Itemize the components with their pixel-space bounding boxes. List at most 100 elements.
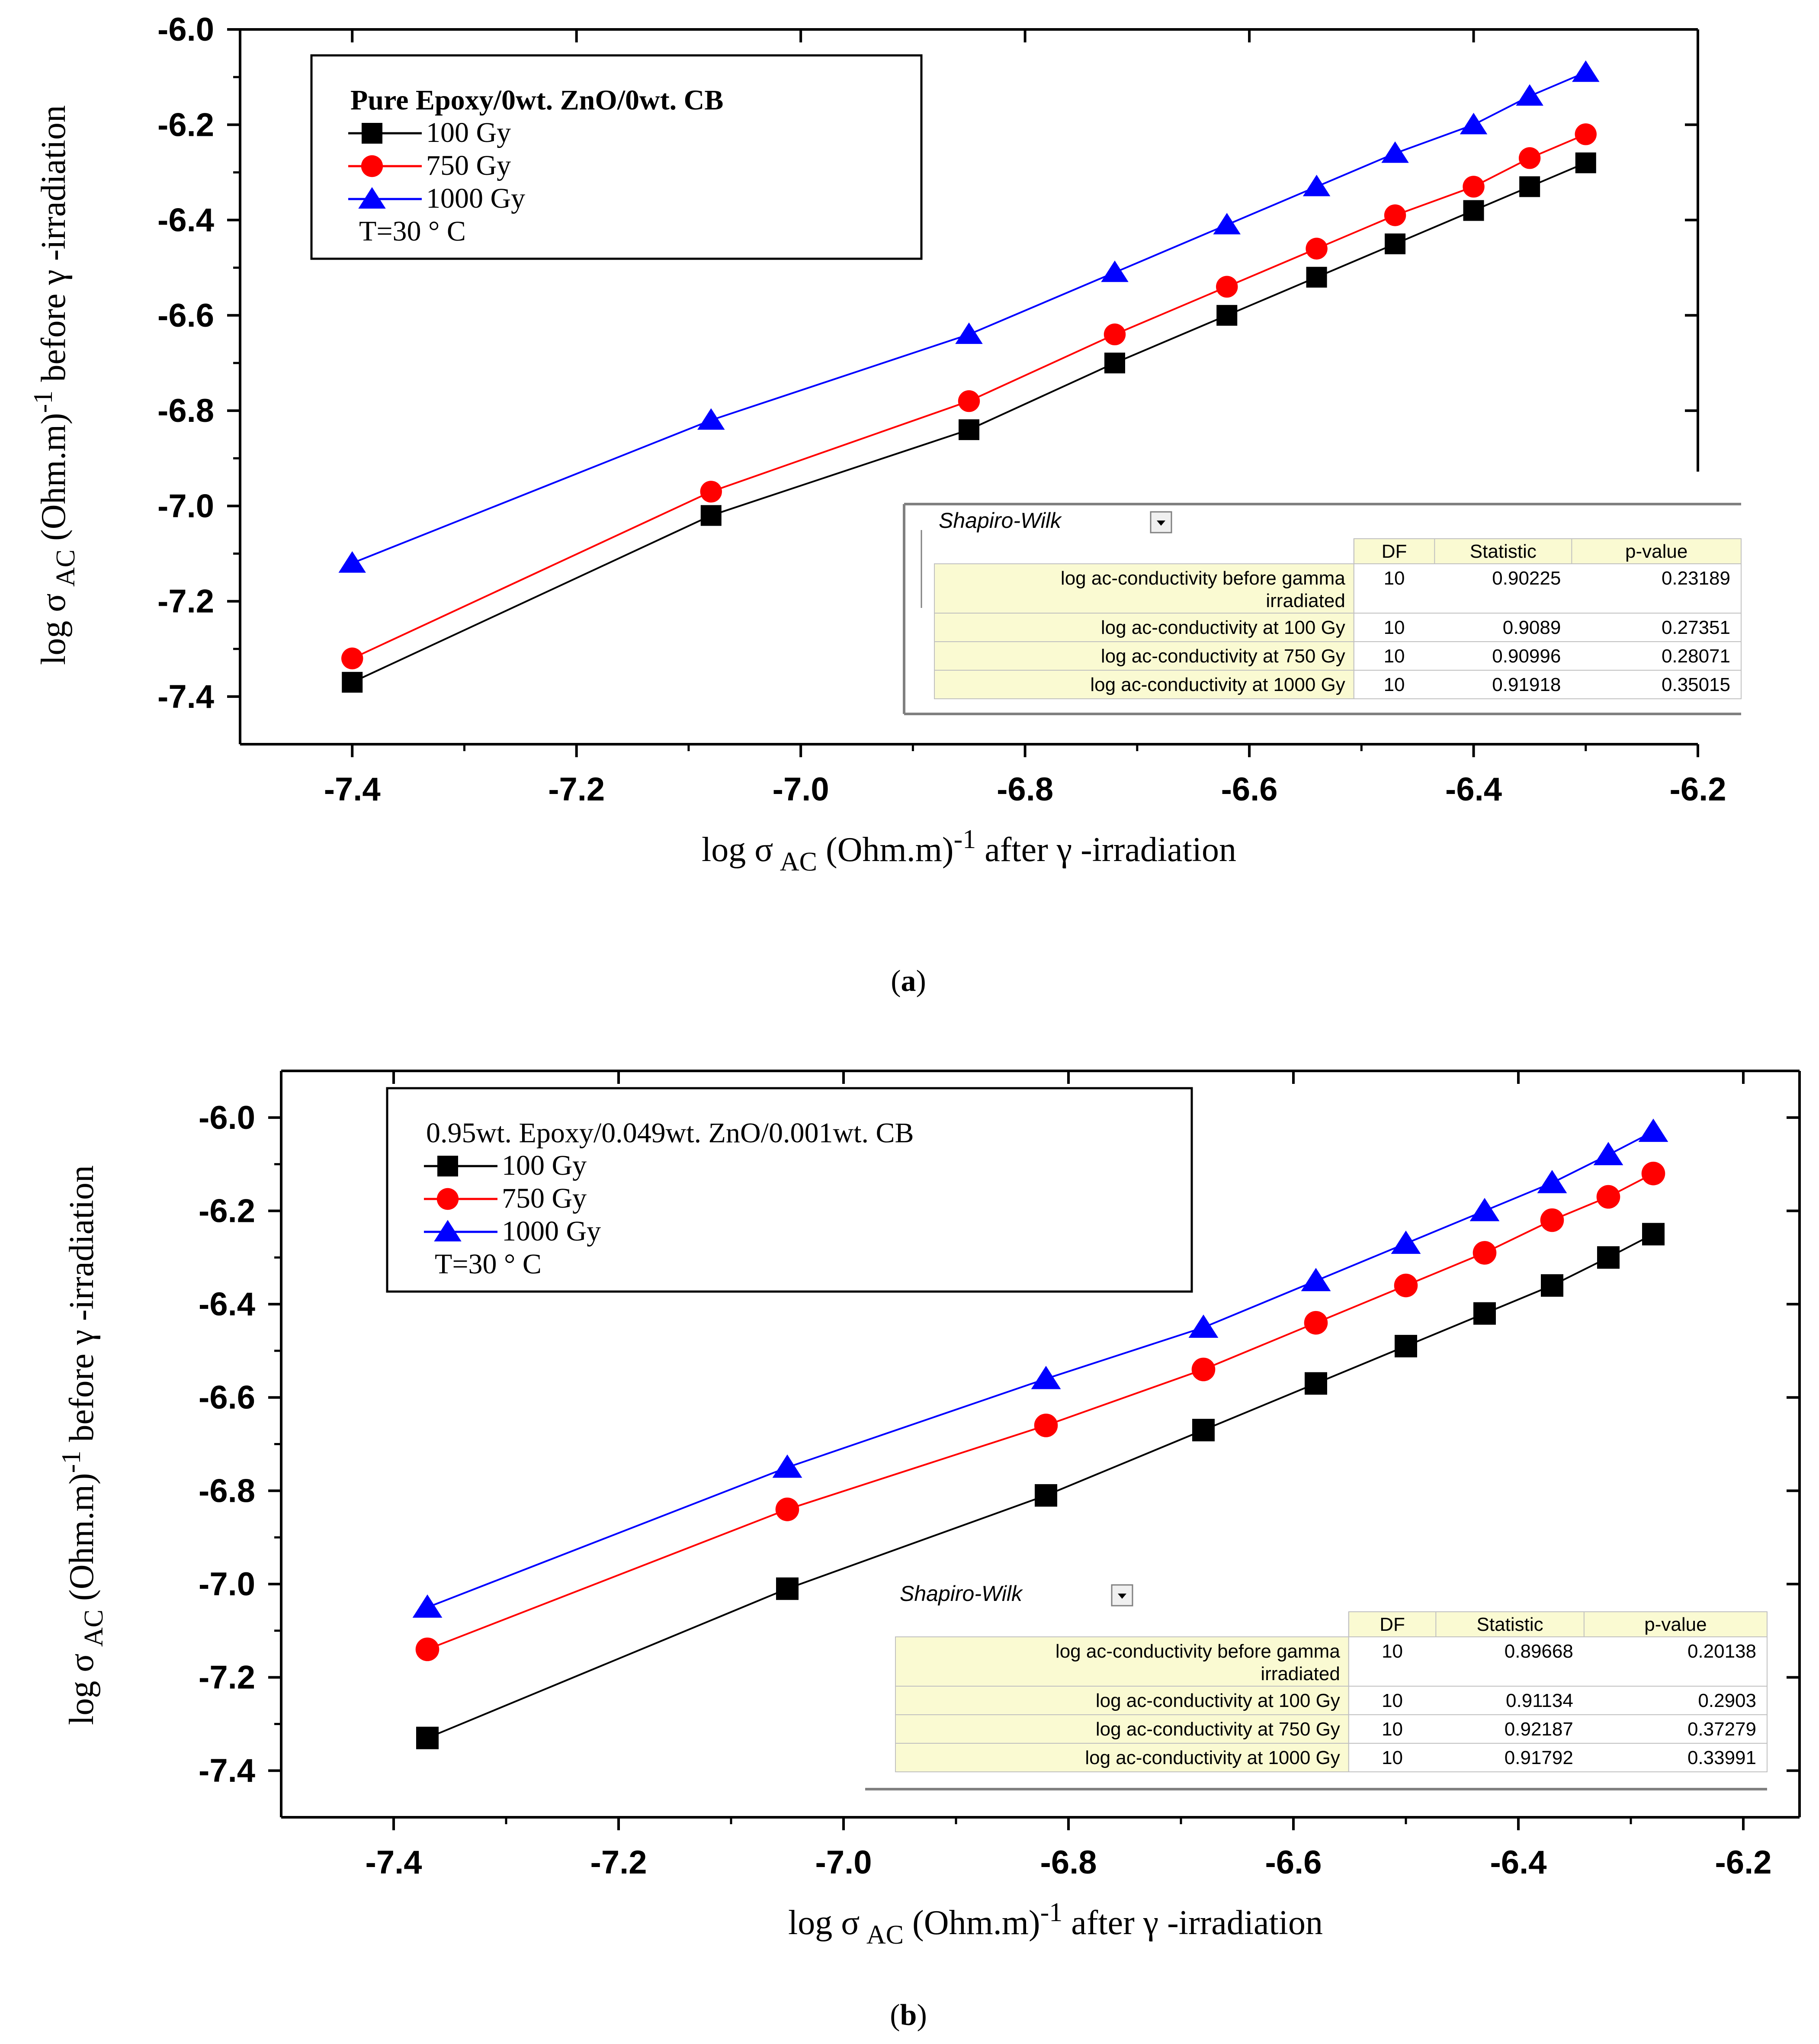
table-row-label: log ac-conductivity at 100 Gy	[1096, 1690, 1340, 1711]
x-tick-label: -6.8	[997, 771, 1053, 808]
table-header-cell: DF	[1382, 541, 1407, 562]
legend-label: 1000 Gy	[502, 1215, 601, 1247]
data-point-750-gy	[1191, 1357, 1216, 1382]
data-point-100-gy	[776, 1577, 799, 1600]
data-point-1000-gy	[1638, 1118, 1668, 1142]
x-tick-label: -6.2	[1715, 1844, 1772, 1881]
table-cell-df: 10	[1382, 1690, 1403, 1711]
y-axis-title: log σ AC (Ohm.m)-1 before γ -irradiation	[29, 105, 80, 665]
data-point-1000-gy	[1469, 1198, 1500, 1221]
legend-label: 100 Gy	[426, 117, 511, 148]
x-tick-label: -7.4	[366, 1844, 422, 1881]
table-cell-df: 10	[1384, 568, 1405, 589]
data-point-100-gy	[1642, 1223, 1665, 1246]
table-cell-p-value: 0.28071	[1662, 646, 1730, 667]
table-cell-statistic: 0.92187	[1505, 1719, 1573, 1740]
table-row-label: log ac-conductivity at 1000 Gy	[1090, 674, 1345, 695]
data-point-100-gy	[1035, 1484, 1057, 1507]
table-row-label: log ac-conductivity at 750 Gy	[1096, 1719, 1340, 1740]
data-point-100-gy	[1519, 176, 1540, 197]
table-cell-df: 10	[1382, 1641, 1403, 1662]
data-point-750-gy	[700, 481, 722, 503]
data-point-100-gy	[1575, 152, 1596, 174]
y-tick-label: -7.2	[199, 1659, 255, 1696]
table-cell-statistic: 0.91134	[1506, 1690, 1573, 1711]
table-header-cell: p-value	[1644, 1614, 1707, 1635]
y-tick-label: -7.0	[157, 488, 214, 524]
series-line-1000-gy	[427, 1131, 1654, 1608]
table-row-values-bg	[1353, 670, 1742, 699]
shapiro-wilk-table: Shapiro-Wilk DF Statistic p-value log ac-con…	[865, 1577, 1768, 1790]
x-tick-label: -6.6	[1221, 771, 1278, 808]
legend-marker	[434, 1220, 462, 1242]
series-line-100-gy	[352, 162, 1586, 683]
legend-label: 100 Gy	[502, 1150, 587, 1181]
table-row-label: irradiated	[1266, 590, 1345, 611]
x-tick-label: -7.4	[324, 771, 381, 808]
data-point-100-gy	[1395, 1335, 1417, 1358]
table-row-label-bg	[895, 1686, 1349, 1715]
table-header-bg	[1348, 1611, 1768, 1637]
table-cell-p-value: 0.27351	[1662, 617, 1730, 638]
series-line-100-gy	[427, 1233, 1654, 1739]
x-tick-label: -7.2	[548, 771, 605, 808]
table-header-cell: p-value	[1625, 541, 1687, 562]
x-tick-label: -6.2	[1670, 771, 1726, 808]
data-point-100-gy	[959, 419, 979, 440]
y-tick-label: -6.6	[157, 297, 214, 334]
legend-marker	[361, 155, 383, 177]
data-point-1000-gy	[1460, 112, 1488, 135]
y-tick-label: -6.6	[199, 1379, 255, 1416]
data-point-100-gy	[1385, 233, 1406, 254]
data-point-750-gy	[1641, 1161, 1665, 1186]
y-tick-label: -6.2	[157, 106, 214, 143]
table-header-cell: Statistic	[1470, 541, 1537, 562]
table-header-bg	[1353, 538, 1742, 564]
y-tick-label: -6.8	[199, 1472, 255, 1509]
data-point-100-gy	[1463, 200, 1484, 221]
data-point-750-gy	[775, 1498, 799, 1521]
data-point-100-gy	[1305, 1372, 1327, 1395]
y-tick-label: -7.0	[199, 1566, 255, 1603]
table-cell-df: 10	[1384, 674, 1405, 695]
x-tick-label: -6.8	[1040, 1844, 1097, 1881]
table-row-label-bg	[895, 1636, 1349, 1687]
table-cell-df: 10	[1382, 1747, 1403, 1768]
data-point-750-gy	[1304, 1311, 1328, 1335]
data-point-750-gy	[1463, 176, 1485, 198]
chevron-down-icon	[1157, 521, 1165, 526]
y-tick-label: -7.4	[199, 1752, 255, 1789]
table-cell-p-value: 0.33991	[1687, 1747, 1756, 1768]
y-tick-label: -6.0	[199, 1099, 255, 1136]
data-point-1000-gy	[338, 551, 366, 573]
data-point-1000-gy	[1188, 1314, 1219, 1338]
data-point-1000-gy	[1301, 1268, 1331, 1292]
data-point-100-gy	[416, 1726, 439, 1749]
table-row-label: log ac-conductivity at 1000 Gy	[1085, 1747, 1340, 1768]
data-point-750-gy	[1306, 238, 1328, 260]
y-tick-label: -7.2	[157, 583, 214, 620]
table-row-label: log ac-conductivity at 100 Gy	[1101, 617, 1345, 638]
data-point-750-gy	[1540, 1208, 1564, 1232]
table-row-label: log ac-conductivity at 750 Gy	[1101, 646, 1345, 667]
x-tick-label: -7.2	[590, 1844, 647, 1881]
legend-label: 1000 Gy	[426, 183, 525, 214]
data-point-1000-gy	[1031, 1366, 1061, 1389]
data-point-1000-gy	[772, 1454, 802, 1478]
series-line-1000-gy	[352, 71, 1586, 564]
table-header-cell: DF	[1379, 1614, 1405, 1635]
data-point-100-gy	[1541, 1274, 1563, 1297]
legend-label: 750 Gy	[502, 1183, 587, 1214]
y-tick-label: -7.4	[157, 678, 214, 715]
table-row-label-bg	[934, 613, 1354, 642]
legend-temperature: T=30 ° C	[435, 1248, 542, 1280]
table-cell-p-value: 0.23189	[1662, 568, 1730, 589]
table-cell-statistic: 0.91918	[1492, 674, 1561, 695]
data-point-100-gy	[1104, 352, 1125, 373]
chart-panel-b: -6.0 -6.2 -6.4 -6.6 -6.8 -7.0 -7.2 -7.4 -7.4 -7.2…	[57, 1070, 1801, 2032]
data-point-750-gy	[958, 390, 980, 412]
data-point-100-gy	[342, 672, 363, 693]
table-title: Shapiro-Wilk	[900, 1581, 1023, 1606]
data-point-750-gy	[341, 647, 363, 669]
